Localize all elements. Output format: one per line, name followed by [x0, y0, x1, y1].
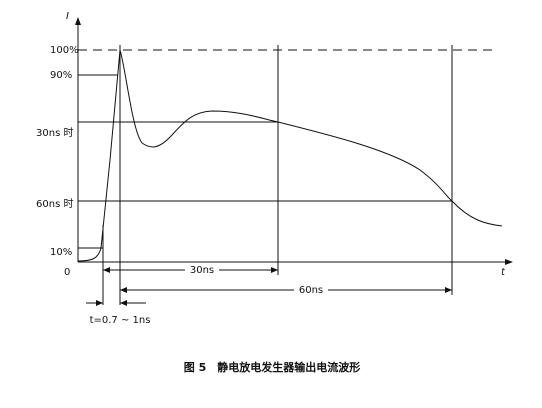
- label-bg: [294, 283, 328, 297]
- level-label: 60ns 时: [36, 198, 73, 210]
- caption: 图 5 静电放电发生器输出电流波形: [184, 360, 360, 374]
- level-label: 30ns 时: [36, 127, 73, 139]
- x-axis-label: t: [501, 267, 506, 278]
- dimension-label: t=0.7 ~ 1ns: [90, 315, 151, 326]
- dimension-label: 30ns: [190, 265, 214, 276]
- y-axis-label: I: [66, 11, 69, 22]
- dimension-arrow: [96, 300, 127, 306]
- origin-label: 0: [64, 267, 70, 278]
- level-label: 100%: [50, 45, 79, 56]
- level-label: 90%: [50, 70, 72, 81]
- dimension-label: 60ns: [299, 285, 323, 296]
- current-waveform: [77, 49, 503, 262]
- label-bg: [185, 263, 219, 277]
- level-label: 10%: [50, 247, 72, 258]
